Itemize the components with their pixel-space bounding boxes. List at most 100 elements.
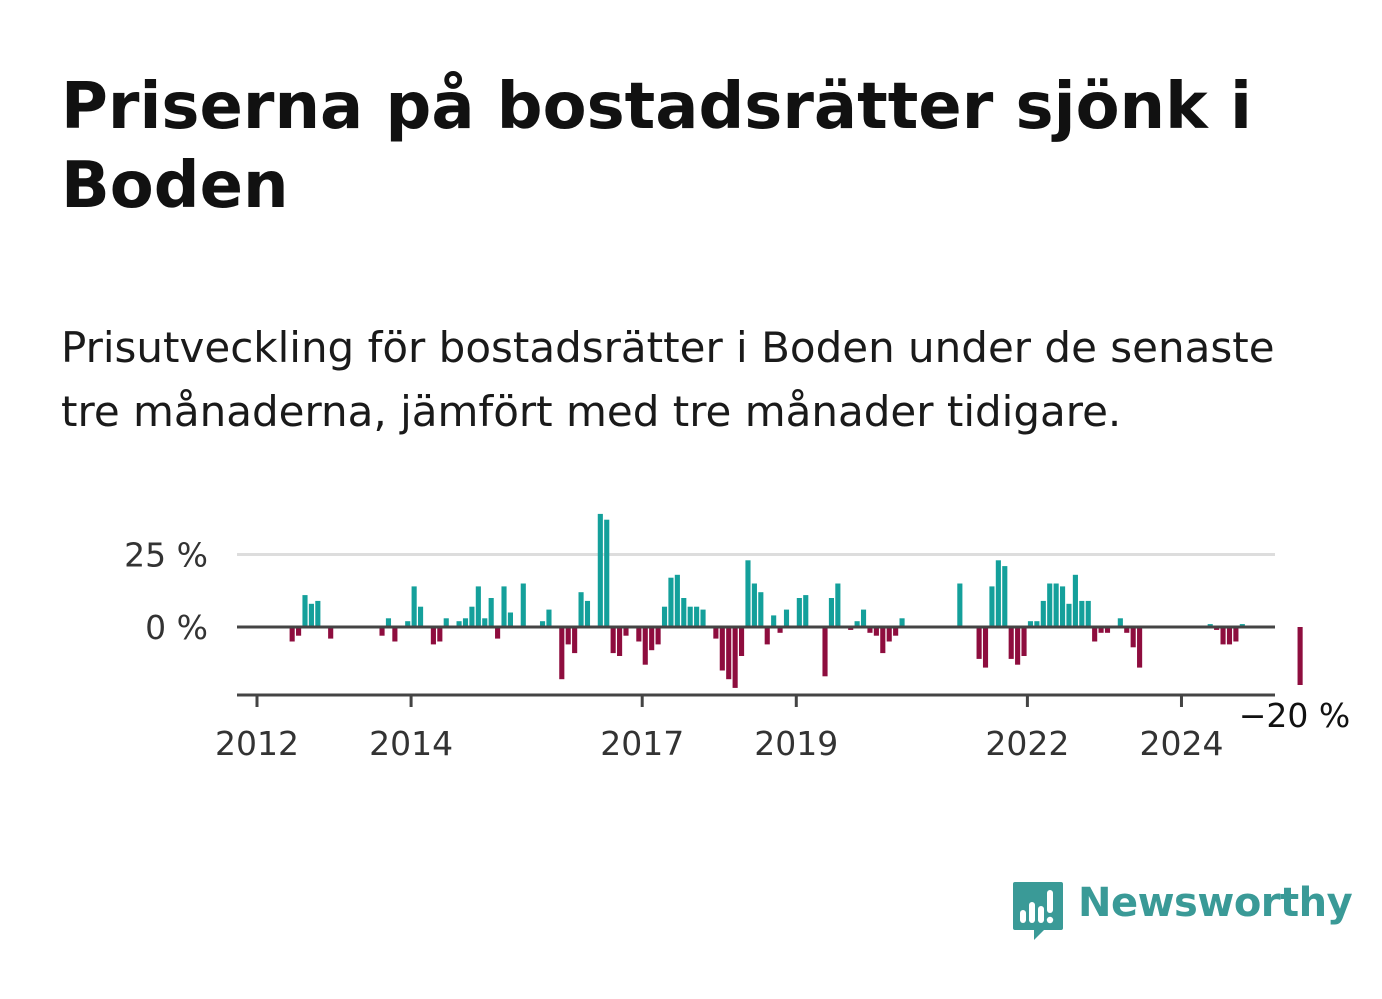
bar [642,627,648,665]
bar [860,609,867,627]
bar [893,627,899,636]
bar [1079,600,1085,627]
bar [456,621,462,627]
x-tick-label: 2022 [985,724,1069,763]
bar [674,574,680,627]
bar [296,627,302,636]
bar [668,577,674,627]
x-tick-label: 2012 [215,724,299,763]
bar [764,627,770,645]
bar [495,627,501,639]
bar [1027,621,1034,627]
bar [430,627,436,645]
bar [469,606,475,627]
bar [315,600,321,627]
bar [751,583,757,627]
bar [1021,627,1027,656]
x-tick-label: 2017 [600,724,684,763]
bar [828,598,834,627]
bar [559,627,565,680]
y-tick-label: 0 % [145,608,208,647]
bar [694,606,700,627]
bar-chart: 0 % 25 % 2012 2014 2017 2019 2022 2024 −20 % [124,513,1354,764]
annotation-label: −20 % [1239,696,1351,735]
bar [957,583,963,627]
bar [661,606,668,627]
bar [546,609,552,627]
bar [1220,627,1226,645]
bar [578,592,584,627]
bar [803,595,809,627]
bar [1085,600,1091,627]
bar [982,627,989,668]
bar [1060,586,1066,627]
bar [610,627,616,654]
bar [520,583,526,627]
bar [604,519,610,627]
chart-subtitle: Prisutveckling för bostadsrätter i Boden… [61,323,1275,436]
bar [681,598,687,627]
labels: 0 % 25 % 2012 2014 2017 2019 2022 2024 −20 % [124,536,1354,764]
bar [597,513,603,627]
bar [507,612,513,627]
bar [745,560,751,627]
bars [289,513,1303,688]
bar [1040,600,1046,627]
bar [899,618,905,627]
bar [462,618,469,627]
bar [1047,583,1053,627]
bar [617,627,623,656]
bar [719,627,725,671]
bar [418,606,424,627]
bar [854,621,860,627]
bar [1092,627,1098,642]
bar [726,627,732,680]
bar [636,627,642,642]
newsworthy-logo: Newsworthy [1010,878,1353,942]
bar [584,600,591,627]
bar [1226,627,1233,645]
bar [1015,627,1021,665]
bar [405,621,411,627]
bar [488,598,494,627]
bar [1117,618,1123,627]
axes [237,625,1275,707]
bar [623,627,629,636]
bar [1137,627,1143,668]
bar [655,627,661,645]
bar [758,592,764,627]
bar [1233,627,1239,642]
x-tick-label: 2019 [754,724,838,763]
bar [989,586,995,627]
bar [995,560,1001,627]
bar [1098,627,1104,633]
bar [649,627,655,651]
bar [482,618,488,627]
bar [886,627,892,642]
bar [437,627,443,642]
bar [1034,621,1040,627]
bar [732,627,738,688]
x-tick-label: 2014 [369,724,453,763]
bar [443,618,449,627]
bar [796,598,802,627]
bar [302,595,308,627]
bar [379,627,385,636]
chart-title: Priserna på bostadsrätter sjönk i Boden [61,70,1252,223]
bar [777,627,783,633]
bar [1008,627,1014,659]
bar [565,627,571,645]
bar [1124,627,1130,633]
brand-name: Newsworthy [1078,880,1353,926]
bar [328,627,334,639]
bar [539,621,546,627]
bar [392,627,398,642]
bar [713,627,719,639]
bar [289,627,295,642]
bar [687,606,693,627]
bar [771,615,777,627]
bar [385,618,392,627]
bar [1002,566,1008,627]
bar [1130,627,1136,648]
bar [572,627,578,654]
